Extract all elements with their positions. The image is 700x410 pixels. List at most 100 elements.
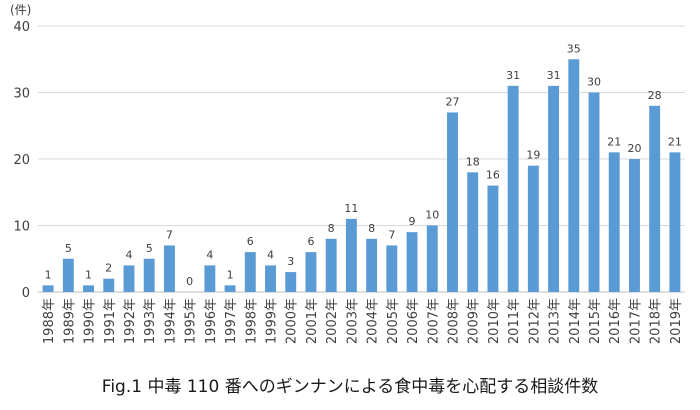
bar bbox=[669, 152, 681, 292]
x-tick-label: 1989年 bbox=[62, 298, 77, 344]
data-label: 1 bbox=[227, 268, 234, 281]
data-label: 4 bbox=[267, 248, 274, 261]
bar bbox=[628, 159, 640, 292]
x-tick-label: 1991年 bbox=[103, 298, 118, 344]
x-tick-label: 1998年 bbox=[244, 298, 259, 344]
bar bbox=[426, 225, 438, 292]
data-label: 7 bbox=[388, 228, 395, 241]
x-tick-label: 2003年 bbox=[345, 298, 360, 344]
y-tick-label: 10 bbox=[13, 220, 30, 235]
y-tick-label: 30 bbox=[13, 87, 30, 102]
bar bbox=[62, 258, 74, 292]
bar bbox=[325, 238, 337, 292]
data-label: 8 bbox=[328, 222, 335, 235]
bar bbox=[406, 232, 418, 292]
data-label: 9 bbox=[409, 215, 416, 228]
data-label: 19 bbox=[526, 149, 540, 162]
data-label: 1 bbox=[45, 268, 52, 281]
gridlines bbox=[38, 25, 685, 293]
data-label: 11 bbox=[344, 202, 358, 215]
data-label: 3 bbox=[287, 255, 294, 268]
x-tick-label: 2009年 bbox=[467, 298, 482, 344]
data-label: 35 bbox=[567, 42, 581, 55]
data-label: 4 bbox=[125, 248, 132, 261]
data-label: 0 bbox=[186, 275, 193, 288]
x-tick-label: 2013年 bbox=[548, 298, 563, 344]
data-labels: 1512457041643681187910271816311931353021… bbox=[45, 42, 682, 288]
data-label: 27 bbox=[445, 95, 459, 108]
bar bbox=[123, 265, 135, 292]
bar bbox=[447, 112, 458, 292]
data-label: 5 bbox=[146, 242, 153, 255]
bar bbox=[366, 238, 378, 292]
bar bbox=[204, 265, 216, 292]
x-tick-label: 1993年 bbox=[143, 298, 158, 344]
bar bbox=[527, 165, 539, 292]
data-label: 21 bbox=[607, 135, 621, 148]
bar bbox=[143, 258, 155, 292]
x-tick-label: 2018年 bbox=[649, 298, 664, 344]
x-tick-label: 1997年 bbox=[224, 298, 239, 344]
x-tick-label: 1999年 bbox=[265, 298, 280, 344]
data-label: 18 bbox=[466, 155, 480, 168]
bar bbox=[608, 152, 620, 292]
x-tick-label: 2014年 bbox=[568, 298, 583, 344]
x-tick-label: 1994年 bbox=[163, 298, 178, 344]
bar bbox=[285, 272, 297, 292]
x-tick-label: 2007年 bbox=[426, 298, 441, 344]
data-label: 30 bbox=[587, 76, 601, 89]
x-tick-label: 2004年 bbox=[366, 298, 381, 344]
x-tick-label: 1996年 bbox=[204, 298, 219, 344]
x-tick-label: 2000年 bbox=[285, 298, 300, 344]
x-tick-label: 2002年 bbox=[325, 298, 340, 344]
bar bbox=[244, 252, 256, 292]
data-label: 21 bbox=[668, 135, 682, 148]
x-tick-label: 1995年 bbox=[184, 298, 199, 344]
x-axis-ticks: 1988年 1989年 1990年 1991年 1992年 1993年 1994年 1995年… bbox=[42, 298, 684, 344]
x-tick-label: 2001年 bbox=[305, 298, 320, 344]
data-label: 8 bbox=[368, 222, 375, 235]
bar bbox=[163, 245, 175, 292]
data-label: 16 bbox=[486, 169, 500, 182]
bar bbox=[568, 59, 580, 292]
data-label: 2 bbox=[105, 262, 112, 275]
x-tick-label: 2017年 bbox=[628, 298, 643, 344]
bars bbox=[42, 59, 681, 292]
x-tick-label: 2016年 bbox=[608, 298, 623, 344]
data-label: 10 bbox=[425, 209, 439, 222]
data-label: 1 bbox=[85, 268, 92, 281]
x-tick-label: 2010年 bbox=[487, 298, 502, 344]
bar bbox=[224, 285, 236, 292]
bar bbox=[345, 218, 357, 292]
bar-chart: 1512457041643681187910271816311931353021… bbox=[10, 3, 685, 344]
data-label: 31 bbox=[506, 69, 520, 82]
data-label: 28 bbox=[648, 89, 662, 102]
y-axis-label: (件) bbox=[10, 3, 31, 17]
x-tick-label: 1992年 bbox=[123, 298, 138, 344]
y-tick-label: 20 bbox=[13, 153, 30, 168]
bar bbox=[649, 105, 661, 292]
bar bbox=[103, 278, 115, 292]
y-tick-label: 40 bbox=[13, 20, 30, 35]
x-tick-label: 2012年 bbox=[527, 298, 542, 344]
x-tick-label: 1988年 bbox=[42, 298, 57, 344]
x-tick-label: 1990年 bbox=[83, 298, 98, 344]
bar bbox=[507, 85, 519, 292]
y-tick-label: 0 bbox=[22, 286, 30, 301]
data-label: 20 bbox=[627, 142, 641, 155]
bar bbox=[487, 185, 499, 292]
data-label: 7 bbox=[166, 228, 173, 241]
x-tick-label: 2011年 bbox=[507, 298, 522, 344]
x-tick-label: 2006年 bbox=[406, 298, 421, 344]
data-label: 4 bbox=[206, 248, 213, 261]
y-axis-ticks: 0 10 20 30 40 bbox=[13, 20, 30, 301]
bar bbox=[467, 172, 479, 292]
bar bbox=[42, 285, 54, 292]
bar bbox=[265, 265, 276, 292]
bar bbox=[588, 92, 600, 292]
bar bbox=[386, 245, 398, 292]
bar bbox=[83, 285, 95, 292]
x-tick-label: 2015年 bbox=[588, 298, 603, 344]
x-tick-label: 2019年 bbox=[669, 298, 684, 344]
